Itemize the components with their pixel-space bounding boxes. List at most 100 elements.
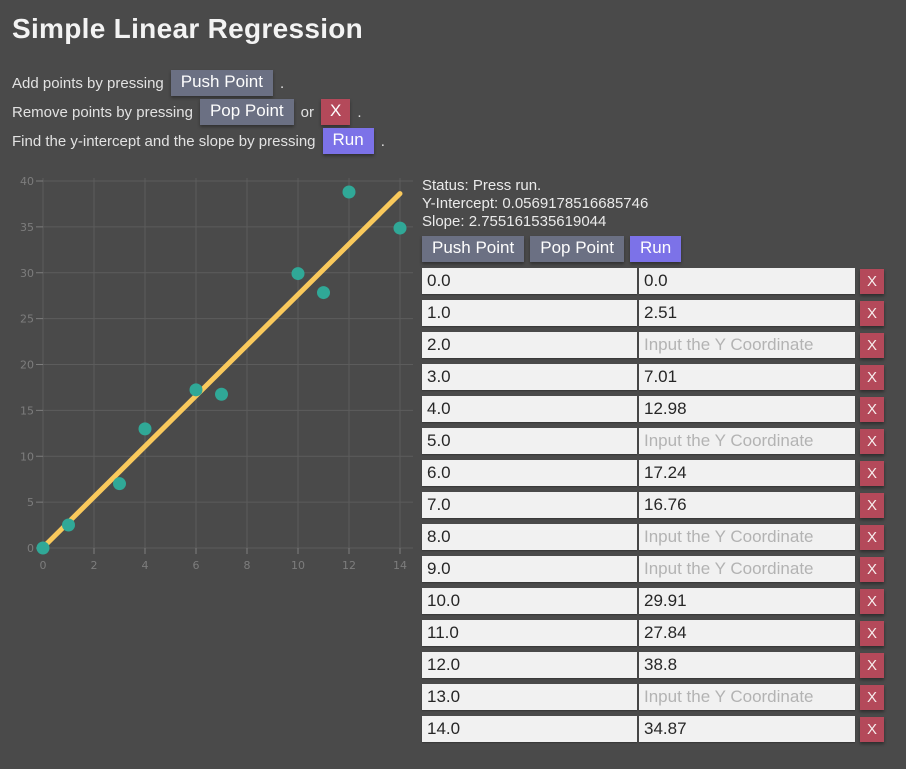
y-coordinate-input[interactable]	[639, 492, 855, 518]
table-row: X	[422, 460, 892, 486]
x-coordinate-input[interactable]	[422, 396, 637, 422]
x-tick-label: 10	[291, 559, 305, 572]
y-coordinate-input[interactable]	[639, 364, 855, 390]
table-row: X	[422, 396, 892, 422]
x-coordinate-input[interactable]	[422, 716, 637, 742]
x-coordinate-input[interactable]	[422, 460, 637, 486]
x-coordinate-input[interactable]	[422, 364, 637, 390]
x-coordinate-input[interactable]	[422, 300, 637, 326]
period-text: .	[380, 132, 385, 150]
table-row: X	[422, 620, 892, 646]
instruction-run: Find the y-intercept and the slope by pr…	[12, 128, 385, 154]
y-coordinate-input[interactable]	[639, 588, 855, 614]
x-coordinate-input[interactable]	[422, 268, 637, 294]
status-text: Status: Press run.	[422, 177, 542, 194]
table-row: X	[422, 588, 892, 614]
table-row: X	[422, 524, 892, 550]
table-row: X	[422, 364, 892, 390]
delete-row-button[interactable]: X	[860, 396, 884, 422]
delete-row-button[interactable]: X	[860, 460, 884, 486]
x-coordinate-input[interactable]	[422, 556, 637, 582]
y-tick-label: 35	[20, 221, 34, 234]
instruction-text: Remove points by pressing	[12, 103, 193, 121]
delete-row-button[interactable]: X	[860, 588, 884, 614]
y-coordinate-input[interactable]	[639, 268, 855, 294]
delete-row-button[interactable]: X	[860, 300, 884, 326]
y-coordinate-input[interactable]	[639, 620, 855, 646]
y-coordinate-input[interactable]	[639, 332, 855, 358]
delete-row-button[interactable]: X	[860, 716, 884, 742]
x-coordinate-input[interactable]	[422, 524, 637, 550]
y-tick-label: 15	[20, 404, 34, 417]
x-coordinate-input[interactable]	[422, 620, 637, 646]
instruction-text: Find the y-intercept and the slope by pr…	[12, 132, 316, 150]
data-point	[113, 477, 126, 491]
table-row: X	[422, 716, 892, 742]
delete-row-button[interactable]: X	[860, 492, 884, 518]
data-point	[291, 267, 305, 281]
x-tick-label: 2	[91, 559, 98, 572]
x-coordinate-input[interactable]	[422, 588, 637, 614]
table-row: X	[422, 332, 892, 358]
x-tick-label: 8	[244, 559, 251, 572]
x-tick-label: 14	[393, 559, 407, 572]
x-coordinate-input[interactable]	[422, 428, 637, 454]
y-coordinate-input[interactable]	[639, 300, 855, 326]
data-point	[342, 185, 356, 199]
y-intercept-text: Y-Intercept: 0.0569178516685746	[422, 195, 649, 212]
table-row: X	[422, 556, 892, 582]
delete-row-button[interactable]: X	[860, 684, 884, 710]
instructions: Add points by pressing Push Point . Remo…	[12, 70, 385, 157]
y-coordinate-input[interactable]	[639, 524, 855, 550]
delete-row-button[interactable]: X	[860, 620, 884, 646]
run-button[interactable]: Run	[629, 236, 682, 262]
y-coordinate-input[interactable]	[639, 684, 855, 710]
delete-row-button[interactable]: X	[860, 364, 884, 390]
pop-point-inline-button[interactable]: Pop Point	[199, 99, 294, 125]
pop-point-button[interactable]: Pop Point	[530, 236, 624, 262]
delete-row-button[interactable]: X	[860, 428, 884, 454]
y-coordinate-input[interactable]	[639, 396, 855, 422]
delete-row-button[interactable]: X	[860, 268, 884, 294]
table-row: X	[422, 652, 892, 678]
y-coordinate-input[interactable]	[639, 652, 855, 678]
data-point	[215, 387, 228, 401]
delete-row-button[interactable]: X	[860, 556, 884, 582]
delete-row-button[interactable]: X	[860, 332, 884, 358]
delete-row-button[interactable]: X	[860, 524, 884, 550]
conjunction-text: or	[300, 103, 315, 121]
period-text: .	[280, 74, 285, 92]
run-inline-button[interactable]: Run	[322, 128, 374, 154]
x-tick-label: 12	[342, 559, 356, 572]
x-coordinate-input[interactable]	[422, 684, 637, 710]
control-panel: Status: Press run. Y-Intercept: 0.056917…	[422, 177, 892, 748]
x-coordinate-input[interactable]	[422, 492, 637, 518]
push-point-inline-button[interactable]: Push Point	[170, 70, 273, 96]
y-coordinate-input[interactable]	[639, 428, 855, 454]
slope-text: Slope: 2.755161535619044	[422, 213, 607, 230]
y-coordinate-input[interactable]	[639, 716, 855, 742]
y-tick-label: 10	[20, 450, 34, 463]
delete-row-button[interactable]: X	[860, 652, 884, 678]
instruction-remove-points: Remove points by pressing Pop Point or X…	[12, 99, 385, 125]
y-tick-label: 30	[20, 267, 34, 280]
delete-inline-button[interactable]: X	[321, 99, 351, 125]
table-row: X	[422, 428, 892, 454]
y-tick-label: 5	[27, 496, 34, 509]
regression-line	[40, 191, 403, 550]
push-point-button[interactable]: Push Point	[422, 236, 525, 262]
data-point	[62, 518, 75, 532]
data-point	[138, 422, 152, 436]
x-tick-label: 4	[142, 559, 149, 572]
table-row: X	[422, 492, 892, 518]
table-row: X	[422, 684, 892, 710]
regression-chart: 0 2 4 6 8 10 12 14 0 5 10 15 20 25 30 35 40	[20, 175, 413, 572]
y-coordinate-input[interactable]	[639, 460, 855, 486]
control-buttons: Push Point Pop Point Run	[422, 236, 892, 262]
x-coordinate-input[interactable]	[422, 332, 637, 358]
y-coordinate-input[interactable]	[639, 556, 855, 582]
data-point	[317, 286, 330, 300]
y-tick-label: 0	[27, 542, 34, 555]
x-coordinate-input[interactable]	[422, 652, 637, 678]
